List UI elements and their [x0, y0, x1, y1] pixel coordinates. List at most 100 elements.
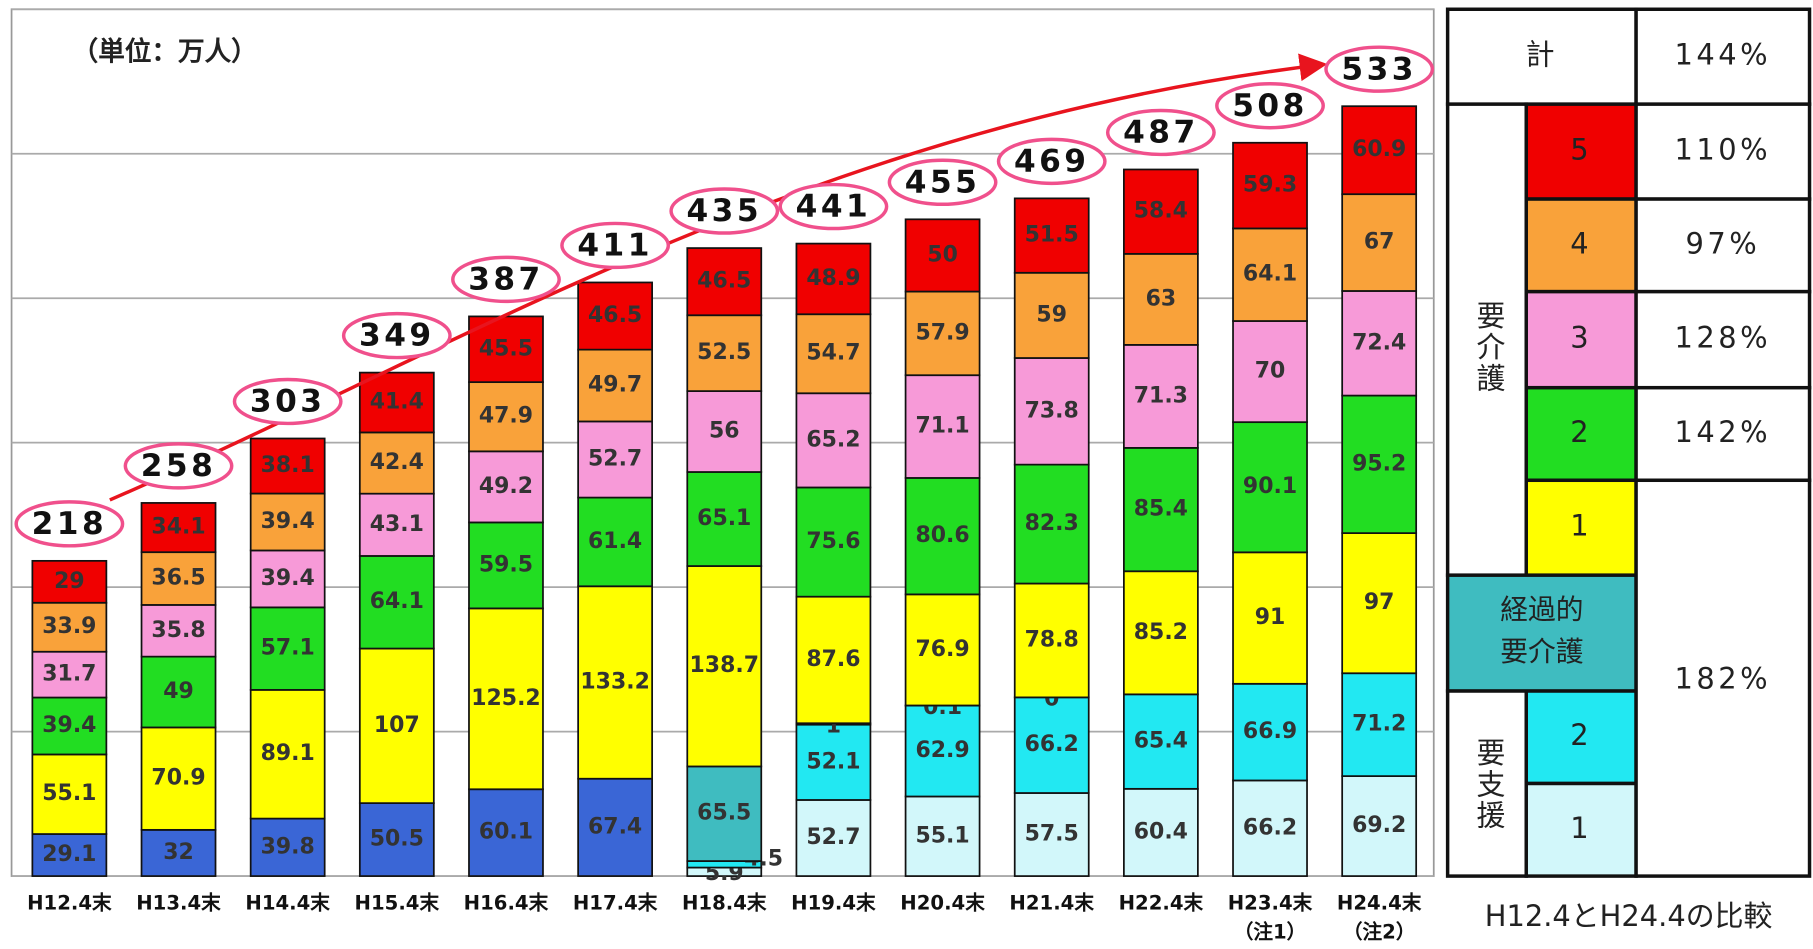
total-oval [451, 255, 561, 304]
x-tick-label: H16.4末 [464, 891, 549, 914]
segment-label: 49 [163, 679, 194, 704]
segment-label: 61.4 [588, 529, 642, 554]
segment-label: 75.6 [806, 529, 860, 554]
segment-label: 33.9 [42, 614, 96, 639]
bar-segment [140, 604, 217, 658]
bar-segment [358, 371, 435, 434]
total-label: 349 [359, 318, 435, 354]
segment-label: 50 [927, 242, 958, 267]
legend-label: 4 [1570, 226, 1592, 260]
segment-label: 66.2 [1243, 815, 1297, 840]
bar-segment [795, 723, 872, 801]
segment-label: 72.4 [1352, 330, 1406, 355]
legend-label: 1 [1570, 811, 1592, 845]
bar-segment [577, 420, 653, 499]
bar-segment [577, 281, 653, 351]
segment-label: 63 [1146, 286, 1177, 311]
bar-segment [686, 247, 763, 317]
totals: 218 258 303 349 387 411 435 441 455 469 487 508 533 [14, 45, 1435, 548]
segment-label: 57.1 [261, 636, 315, 661]
bar-segment [140, 551, 217, 606]
segment-label: 50.5 [370, 827, 424, 852]
total-oval [1215, 81, 1325, 130]
x-tick-label: H20.4末 [900, 891, 985, 914]
bar-segment [249, 606, 326, 691]
bar-segment [1123, 252, 1199, 346]
segment-label: 55.1 [42, 781, 96, 806]
table-cell [1634, 7, 1812, 106]
bar-segment [795, 313, 872, 395]
bar-segment [468, 521, 544, 610]
bar-segment [31, 696, 108, 756]
total-label: 469 [1014, 143, 1090, 179]
segment-label: 67.4 [588, 814, 642, 839]
legend-label: 1 [1570, 509, 1592, 543]
table-caption: H12.4とH24.4の比較 [1485, 899, 1773, 933]
total-label: 441 [796, 189, 872, 225]
segment-label: 51.5 [1025, 223, 1079, 248]
bar-segment [358, 431, 435, 495]
total-oval [232, 377, 343, 426]
x-tick-note: （注1） [1234, 920, 1307, 943]
legend-label: 2 [1570, 415, 1592, 449]
segment-label: 89.1 [261, 741, 315, 766]
segment-label: 71.3 [1134, 383, 1188, 408]
segment-label: 57.9 [915, 320, 969, 345]
segment-label: 85.2 [1134, 620, 1188, 645]
total-oval [996, 137, 1107, 186]
segment-label: 39.8 [261, 834, 315, 859]
segment-label: 34.1 [151, 515, 205, 540]
segment-label: 31.7 [42, 662, 96, 687]
table-cell [1524, 289, 1638, 390]
bar-segment [686, 565, 763, 768]
table-cell [1445, 7, 1638, 106]
total-oval [341, 311, 452, 360]
bar-segment [358, 802, 435, 877]
bar-segment [1232, 141, 1308, 230]
x-tick-label: H13.4末 [136, 891, 221, 914]
segment-label: 35.8 [151, 618, 205, 643]
segment-label: 59.5 [479, 552, 533, 577]
bar-segment [1341, 193, 1418, 292]
segment-label: 56 [709, 419, 740, 444]
bar-segment [1341, 105, 1418, 196]
segment-label: 65.5 [697, 801, 751, 826]
x-tick-label: H24.4末 [1337, 891, 1422, 914]
change-cell: 110% [1675, 133, 1771, 167]
table-cell [1524, 781, 1638, 878]
segment-label: 54.7 [806, 341, 860, 366]
bar-segment [686, 390, 763, 473]
segment-label: 91 [1255, 605, 1286, 630]
segment-label: 97 [1364, 590, 1395, 615]
bar-segment [468, 788, 544, 877]
segment-label: 64.1 [1243, 262, 1297, 287]
segment-label: 52.7 [806, 825, 860, 850]
bar-segment [1013, 463, 1090, 585]
total-oval [887, 158, 998, 207]
bar-segment [468, 450, 544, 524]
segment-label: 73.8 [1025, 398, 1079, 423]
segment-label: 95.2 [1352, 451, 1406, 476]
total-oval [14, 500, 125, 548]
change-cell: 142% [1675, 415, 1771, 449]
segment-label: 36.5 [151, 566, 205, 591]
total-label: 303 [250, 384, 326, 420]
segment-label: 71.1 [915, 414, 969, 439]
segment-label: 29.1 [42, 842, 96, 867]
x-tick-label: H18.4末 [682, 891, 767, 914]
segment-label: 42.4 [370, 450, 424, 475]
segment-label: 29 [54, 569, 85, 594]
x-tick-label: H15.4末 [355, 891, 440, 914]
segment-label: 70.9 [151, 766, 205, 791]
segment-label: 60.1 [479, 820, 533, 845]
table-cell [1524, 102, 1638, 201]
bar-segment [904, 795, 981, 877]
bar-segment [140, 828, 217, 877]
x-tick-note: （注2） [1343, 920, 1416, 943]
total-change-cell: 144% [1675, 38, 1771, 72]
segment-label: 39.4 [261, 509, 315, 534]
segment-label: 38.1 [261, 453, 315, 478]
segment-label: 59.3 [1243, 173, 1297, 198]
total-oval [1324, 45, 1435, 93]
legend-label: 経過的要介護 [1500, 593, 1584, 668]
